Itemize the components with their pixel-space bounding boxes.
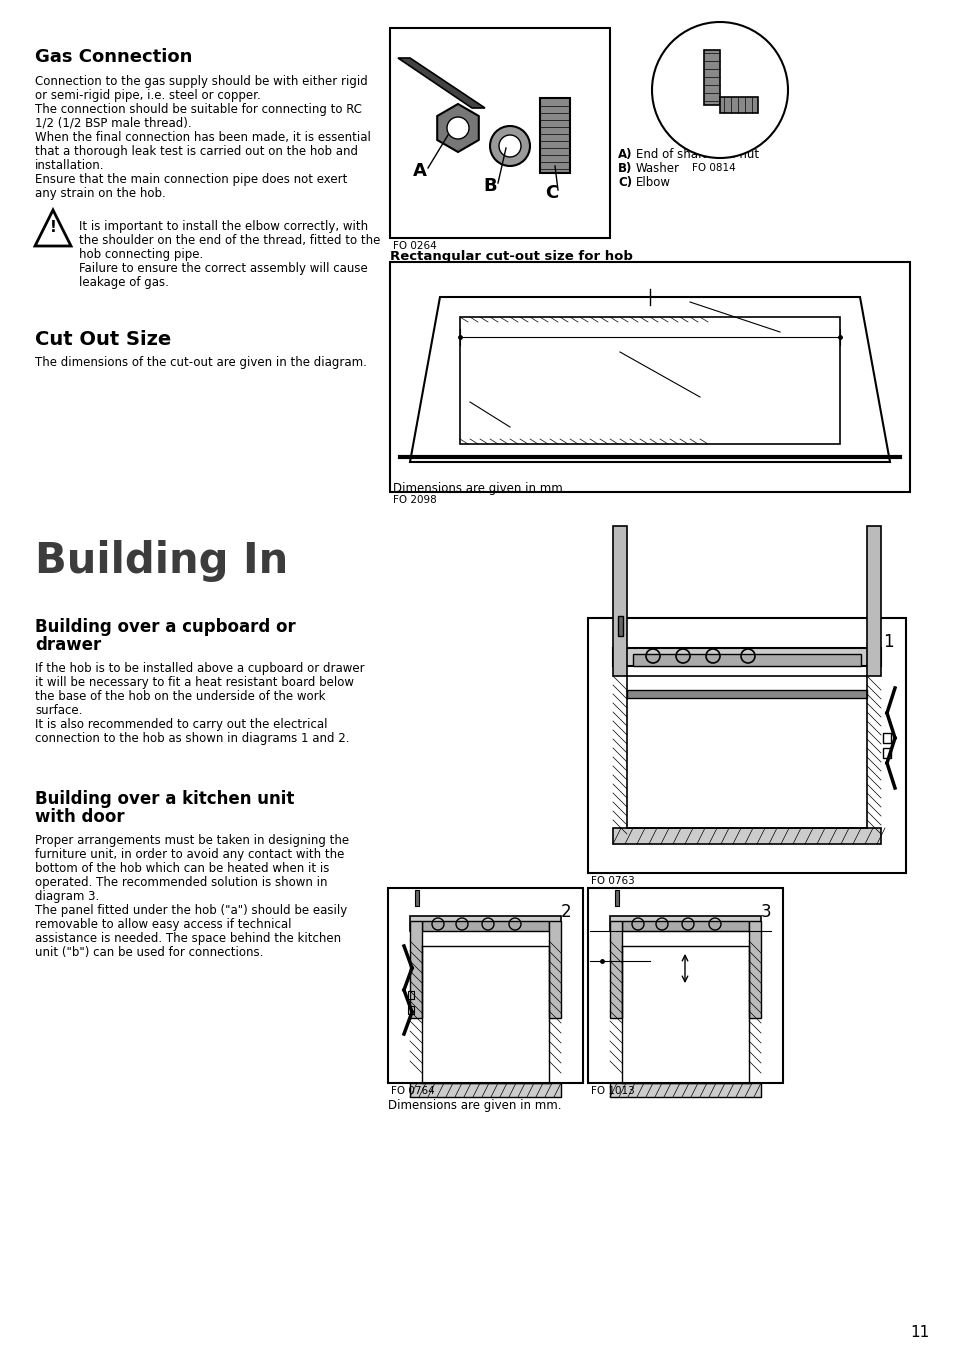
- Text: the base of the hob on the underside of the work: the base of the hob on the underside of …: [35, 690, 325, 703]
- Text: B): B): [618, 162, 632, 176]
- Text: C: C: [545, 184, 558, 203]
- Bar: [408, 1006, 414, 1015]
- Text: It is also recommended to carry out the electrical: It is also recommended to carry out the …: [35, 717, 327, 731]
- Text: Failure to ensure the correct assembly will cause: Failure to ensure the correct assembly w…: [79, 262, 367, 276]
- Text: Building In: Building In: [35, 540, 288, 582]
- Text: Proper arrangements must be taken in designing the: Proper arrangements must be taken in des…: [35, 834, 349, 847]
- Text: furniture unit, in order to avoid any contact with the: furniture unit, in order to avoid any co…: [35, 848, 344, 861]
- Text: If the hob is to be installed above a cupboard or drawer: If the hob is to be installed above a cu…: [35, 662, 364, 676]
- Text: that a thorough leak test is carried out on the hob and: that a thorough leak test is carried out…: [35, 145, 357, 158]
- Text: The dimensions of the cut-out are given in the diagram.: The dimensions of the cut-out are given …: [35, 357, 367, 369]
- Text: !: !: [50, 220, 56, 235]
- Bar: [621, 921, 748, 931]
- Text: unit ("b") can be used for connections.: unit ("b") can be used for connections.: [35, 946, 263, 959]
- Text: End of shaft with nut: End of shaft with nut: [636, 149, 759, 161]
- Bar: [613, 648, 880, 666]
- Circle shape: [447, 118, 469, 139]
- Text: drawer: drawer: [35, 636, 101, 654]
- Text: Elbow: Elbow: [636, 176, 670, 189]
- Text: surface.: surface.: [35, 704, 82, 717]
- Bar: [609, 916, 760, 931]
- Bar: [882, 734, 890, 743]
- Text: diagram 3.: diagram 3.: [35, 890, 99, 902]
- Text: 1: 1: [882, 634, 893, 651]
- Bar: [421, 921, 548, 931]
- Bar: [613, 526, 626, 676]
- Bar: [410, 1084, 560, 1097]
- Bar: [587, 617, 905, 873]
- Bar: [548, 921, 560, 1019]
- Bar: [613, 828, 880, 844]
- Text: FO 0264: FO 0264: [393, 240, 436, 251]
- Bar: [748, 921, 760, 1019]
- Bar: [720, 97, 758, 113]
- Text: bottom of the hob which can be heated when it is: bottom of the hob which can be heated wh…: [35, 862, 329, 875]
- Text: The connection should be suitable for connecting to RC: The connection should be suitable for co…: [35, 103, 361, 116]
- Polygon shape: [397, 58, 484, 108]
- Text: B: B: [482, 177, 497, 195]
- Text: The panel fitted under the hob ("a") should be easily: The panel fitted under the hob ("a") sho…: [35, 904, 347, 917]
- Text: When the final connection has been made, it is essential: When the final connection has been made,…: [35, 131, 371, 145]
- Bar: [408, 992, 414, 998]
- Text: A: A: [413, 162, 427, 180]
- Text: Dimensions are given in mm.: Dimensions are given in mm.: [393, 482, 566, 494]
- Text: Cut Out Size: Cut Out Size: [35, 330, 172, 349]
- Text: Rectangular cut-out size for hob: Rectangular cut-out size for hob: [390, 250, 632, 263]
- Bar: [539, 99, 569, 173]
- Bar: [410, 916, 560, 931]
- Circle shape: [651, 22, 787, 158]
- Bar: [459, 317, 840, 444]
- Text: Washer: Washer: [636, 162, 679, 176]
- Bar: [618, 616, 622, 636]
- Text: 1/2 (1/2 BSP male thread).: 1/2 (1/2 BSP male thread).: [35, 118, 192, 130]
- Text: hob connecting pipe.: hob connecting pipe.: [79, 249, 203, 261]
- Bar: [609, 1084, 760, 1097]
- Bar: [626, 690, 866, 698]
- Text: It is important to install the elbow correctly, with: It is important to install the elbow cor…: [79, 220, 368, 232]
- Text: FO 0763: FO 0763: [590, 875, 634, 886]
- Bar: [388, 888, 582, 1084]
- Bar: [390, 262, 909, 492]
- Text: connection to the hob as shown in diagrams 1 and 2.: connection to the hob as shown in diagra…: [35, 732, 349, 744]
- Text: or semi-rigid pipe, i.e. steel or copper.: or semi-rigid pipe, i.e. steel or copper…: [35, 89, 260, 101]
- Bar: [633, 654, 861, 666]
- Text: the shoulder on the end of the thread, fitted to the: the shoulder on the end of the thread, f…: [79, 234, 380, 247]
- Bar: [866, 526, 880, 676]
- Text: removable to allow easy access if technical: removable to allow easy access if techni…: [35, 917, 292, 931]
- Text: C): C): [618, 176, 632, 189]
- Text: FO 2098: FO 2098: [393, 494, 436, 505]
- Text: assistance is needed. The space behind the kitchen: assistance is needed. The space behind t…: [35, 932, 341, 944]
- Text: Building over a cupboard or: Building over a cupboard or: [35, 617, 295, 636]
- Polygon shape: [436, 104, 478, 153]
- Bar: [410, 921, 421, 1019]
- Text: FO 1013: FO 1013: [590, 1086, 634, 1096]
- Text: Dimensions are given in mm.: Dimensions are given in mm.: [388, 1098, 561, 1112]
- Text: any strain on the hob.: any strain on the hob.: [35, 186, 166, 200]
- Bar: [609, 921, 621, 1019]
- Bar: [882, 748, 890, 758]
- Text: FO 0764: FO 0764: [391, 1086, 435, 1096]
- Text: Ensure that the main connection pipe does not exert: Ensure that the main connection pipe doe…: [35, 173, 347, 186]
- Text: leakage of gas.: leakage of gas.: [79, 276, 169, 289]
- Text: it will be necessary to fit a heat resistant board below: it will be necessary to fit a heat resis…: [35, 676, 354, 689]
- Text: operated. The recommended solution is shown in: operated. The recommended solution is sh…: [35, 875, 327, 889]
- Text: Gas Connection: Gas Connection: [35, 49, 193, 66]
- Bar: [415, 890, 418, 907]
- Text: with door: with door: [35, 808, 125, 825]
- Bar: [615, 890, 618, 907]
- Bar: [703, 50, 720, 105]
- Text: installation.: installation.: [35, 159, 105, 172]
- Text: FO 0814: FO 0814: [691, 163, 735, 173]
- Circle shape: [498, 135, 520, 157]
- Bar: [587, 888, 782, 1084]
- Text: Building over a kitchen unit: Building over a kitchen unit: [35, 790, 294, 808]
- Text: 11: 11: [909, 1325, 928, 1340]
- Text: 3: 3: [760, 902, 770, 921]
- Circle shape: [490, 126, 530, 166]
- Text: Connection to the gas supply should be with either rigid: Connection to the gas supply should be w…: [35, 76, 367, 88]
- Bar: [390, 28, 609, 238]
- Text: 2: 2: [559, 902, 571, 921]
- Text: A): A): [618, 149, 632, 161]
